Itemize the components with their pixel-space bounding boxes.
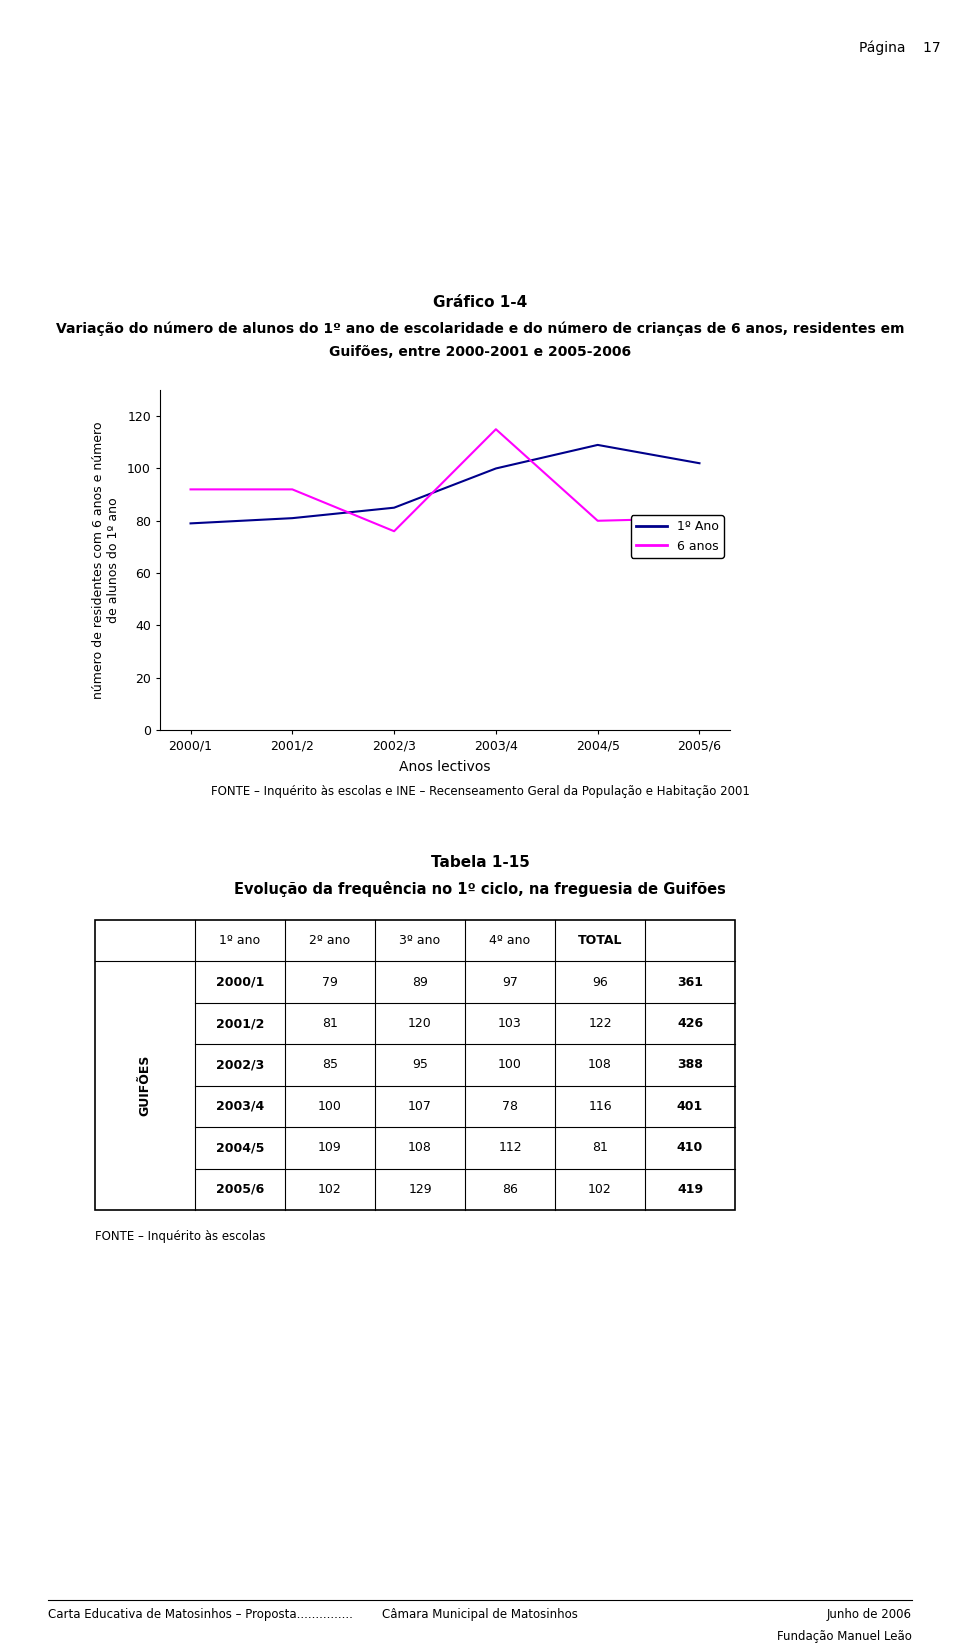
Text: 116: 116: [588, 1100, 612, 1113]
Text: 97: 97: [502, 976, 518, 988]
Text: 103: 103: [498, 1018, 522, 1031]
Text: FONTE – Inquérito às escolas: FONTE – Inquérito às escolas: [95, 1231, 266, 1242]
Text: 122: 122: [588, 1018, 612, 1031]
Text: 2003/4: 2003/4: [216, 1100, 264, 1113]
Text: 109: 109: [318, 1142, 342, 1155]
Text: Tabela 1-15: Tabela 1-15: [431, 856, 529, 871]
Text: 89: 89: [412, 976, 428, 988]
Text: 410: 410: [677, 1142, 703, 1155]
Text: 108: 108: [408, 1142, 432, 1155]
Text: Câmara Municipal de Matosinhos: Câmara Municipal de Matosinhos: [382, 1609, 578, 1621]
Text: 85: 85: [322, 1059, 338, 1072]
Text: 78: 78: [502, 1100, 518, 1113]
Text: 2005/6: 2005/6: [216, 1183, 264, 1196]
Text: 96: 96: [592, 976, 608, 988]
Text: 361: 361: [677, 976, 703, 988]
Text: TOTAL: TOTAL: [578, 935, 622, 947]
Text: 419: 419: [677, 1183, 703, 1196]
Text: Variação do número de alunos do 1º ano de escolaridade e do número de crianças d: Variação do número de alunos do 1º ano d…: [56, 322, 904, 335]
Text: Evolução da frequência no 1º ciclo, na freguesia de Guifões: Evolução da frequência no 1º ciclo, na f…: [234, 882, 726, 897]
Text: 79: 79: [322, 976, 338, 988]
Text: 2002/3: 2002/3: [216, 1059, 264, 1072]
Text: 1º ano: 1º ano: [220, 935, 260, 947]
Text: Página    17: Página 17: [859, 40, 941, 55]
Text: 401: 401: [677, 1100, 703, 1113]
X-axis label: Anos lectivos: Anos lectivos: [399, 760, 491, 775]
Text: 4º ano: 4º ano: [490, 935, 531, 947]
Text: Fundação Manuel Leão: Fundação Manuel Leão: [778, 1631, 912, 1642]
Text: 100: 100: [318, 1100, 342, 1113]
Legend: 1º Ano, 6 anos: 1º Ano, 6 anos: [631, 515, 724, 557]
Text: 81: 81: [322, 1018, 338, 1031]
Text: Carta Educativa de Matosinhos – Proposta...............: Carta Educativa de Matosinhos – Proposta…: [48, 1609, 353, 1621]
Text: 107: 107: [408, 1100, 432, 1113]
Text: 2001/2: 2001/2: [216, 1018, 264, 1031]
Text: 102: 102: [318, 1183, 342, 1196]
Text: 2004/5: 2004/5: [216, 1142, 264, 1155]
Text: 2º ano: 2º ano: [309, 935, 350, 947]
Text: FONTE – Inquérito às escolas e INE – Recenseamento Geral da População e Habitaçã: FONTE – Inquérito às escolas e INE – Rec…: [210, 785, 750, 798]
Text: 388: 388: [677, 1059, 703, 1072]
Text: 3º ano: 3º ano: [399, 935, 441, 947]
Text: GUIFÕES: GUIFÕES: [138, 1056, 152, 1117]
Text: 129: 129: [408, 1183, 432, 1196]
Text: Gráfico 1-4: Gráfico 1-4: [433, 296, 527, 311]
Text: 86: 86: [502, 1183, 518, 1196]
Text: Guifões, entre 2000-2001 e 2005-2006: Guifões, entre 2000-2001 e 2005-2006: [329, 345, 631, 358]
Text: 102: 102: [588, 1183, 612, 1196]
Text: 100: 100: [498, 1059, 522, 1072]
Y-axis label: número de residentes com 6 anos e número
de alunos do 1º ano: número de residentes com 6 anos e número…: [92, 421, 120, 699]
Text: 112: 112: [498, 1142, 522, 1155]
Text: 426: 426: [677, 1018, 703, 1031]
Text: 2000/1: 2000/1: [216, 976, 264, 988]
Text: Junho de 2006: Junho de 2006: [827, 1609, 912, 1621]
Text: 108: 108: [588, 1059, 612, 1072]
Text: 120: 120: [408, 1018, 432, 1031]
Text: 81: 81: [592, 1142, 608, 1155]
Text: 95: 95: [412, 1059, 428, 1072]
